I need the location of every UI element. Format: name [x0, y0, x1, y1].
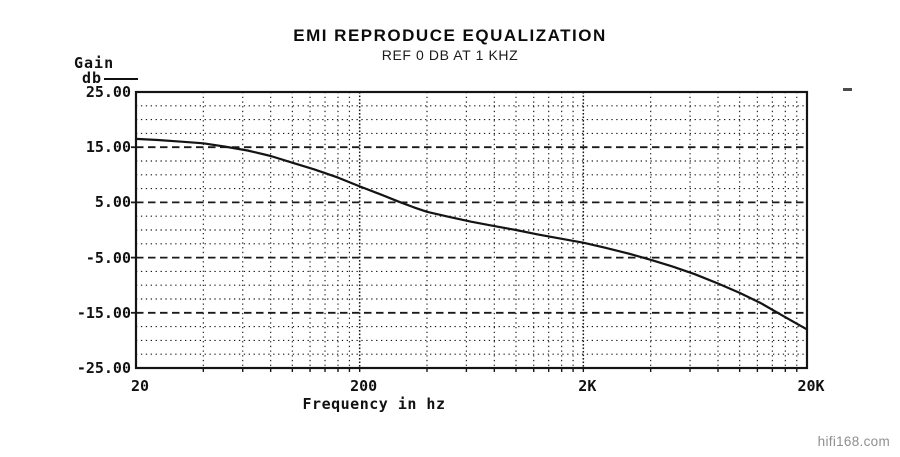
major-grid-dashed	[136, 146, 807, 314]
x-tick-label-2K: 2K	[578, 377, 597, 395]
axis-tick-marks	[131, 146, 798, 372]
y-tick-label--25: -25.00	[76, 359, 131, 377]
y-tick-label-5: 5.00	[94, 193, 131, 212]
watermark-text: hifi168.com	[817, 434, 890, 449]
x-axis-label: Frequency in hz	[302, 395, 446, 413]
y-tick-label-15: 15.00	[85, 138, 131, 157]
x-tick-label-20K: 20K	[797, 377, 825, 395]
y-tick-label--5: -5.00	[85, 248, 131, 267]
y-tick-label-25: 25.00	[85, 83, 131, 101]
minor-grid-dotted	[136, 92, 807, 368]
eq-response-curve	[134, 137, 809, 331]
stray-plotter-mark	[843, 88, 852, 91]
x-tick-label-20: 20	[130, 377, 150, 395]
plot-border	[134, 90, 809, 370]
y-axis-label-dash	[104, 78, 138, 80]
y-axis-label-gain: Gain	[74, 54, 115, 72]
chart-subtitle: REF 0 DB AT 1 KHZ	[381, 47, 519, 63]
y-tick-label--15: -15.00	[76, 303, 131, 322]
x-tick-label-200: 200	[350, 377, 378, 395]
chart-title: EMI REPRODUCE EQUALIZATION	[293, 26, 607, 45]
y-axis-label-db: db	[82, 69, 103, 87]
